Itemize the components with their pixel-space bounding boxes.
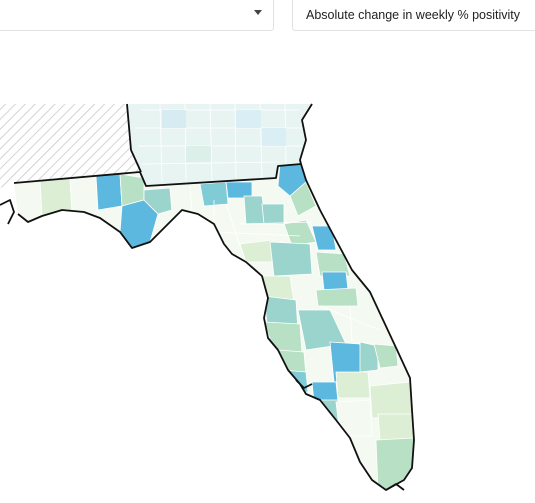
county — [261, 203, 285, 225]
county — [95, 173, 123, 211]
county — [359, 341, 379, 373]
tampa-bay-coast — [295, 379, 313, 389]
georgia-county — [236, 110, 261, 128]
alabama-west-edge — [0, 199, 15, 225]
metric-select-value: Absolute change in weekly % positivity — [306, 8, 521, 22]
county — [199, 181, 229, 207]
county — [315, 287, 359, 307]
geography-select[interactable] — [0, 0, 274, 31]
alabama-georgia-border — [126, 103, 142, 173]
florida-outline — [13, 163, 415, 491]
county — [143, 187, 173, 215]
keys-coast — [385, 483, 405, 491]
county — [335, 371, 371, 399]
county — [309, 399, 341, 427]
chevron-down-icon[interactable] — [254, 10, 262, 15]
metric-select[interactable]: Absolute change in weekly % positivity — [292, 0, 535, 31]
county — [311, 225, 337, 251]
georgia-county-grid — [135, 103, 305, 183]
county — [377, 413, 414, 441]
county — [289, 181, 317, 217]
county — [269, 241, 313, 277]
county — [373, 343, 399, 369]
county — [375, 437, 414, 490]
county — [315, 251, 351, 277]
florida-counties — [39, 164, 414, 490]
county — [369, 381, 413, 419]
florida-region — [14, 164, 414, 490]
county — [335, 399, 373, 437]
georgia-county — [186, 146, 211, 162]
county — [321, 271, 349, 291]
georgia-coast — [299, 103, 313, 165]
georgia-county — [162, 110, 186, 128]
georgia-county — [262, 128, 286, 146]
alabama-region — [0, 104, 141, 188]
county — [239, 239, 273, 263]
